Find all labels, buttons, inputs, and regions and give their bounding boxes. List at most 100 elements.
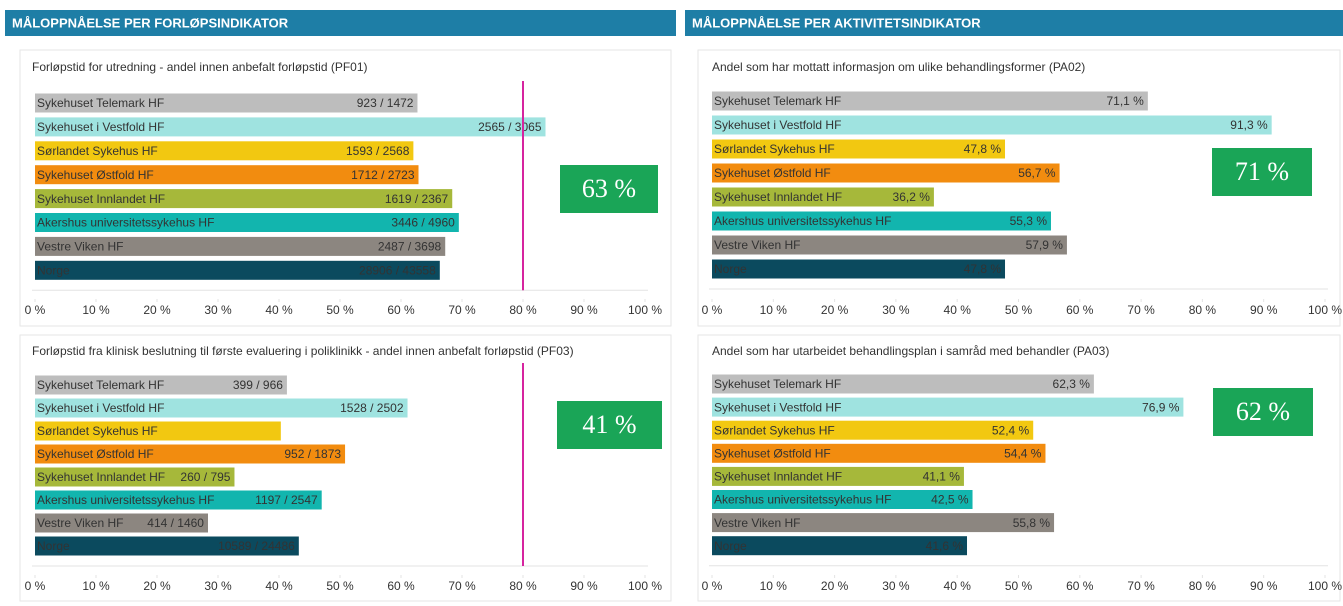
x-tick-label: 40 % xyxy=(265,579,293,593)
data-label: 57,9 % xyxy=(1026,238,1064,252)
data-label: 1712 / 2723 xyxy=(351,168,415,182)
data-label: 76,9 % xyxy=(1142,400,1180,414)
bar xyxy=(35,236,446,256)
x-tick-label: 60 % xyxy=(387,303,415,317)
x-tick-label: 100 % xyxy=(1308,303,1342,317)
x-tick-label: 60 % xyxy=(1066,303,1094,317)
category-label: Norge xyxy=(714,262,747,276)
section-header xyxy=(5,10,676,36)
category-label: Akershus universitetssykehus HF xyxy=(714,493,891,507)
data-label: 923 / 1472 xyxy=(357,96,414,110)
chart-title: Andel som har utarbeidet behandlingsplan… xyxy=(712,344,1109,358)
category-label: Akershus universitetssykehus HF xyxy=(37,493,214,507)
data-label: 41,6 % xyxy=(926,539,964,553)
kpi-value: 63 % xyxy=(582,174,636,203)
x-tick-label: 80 % xyxy=(1189,303,1217,317)
category-label: Sykehuset Innlandet HF xyxy=(37,192,165,206)
category-label: Norge xyxy=(37,263,70,277)
data-label: 1593 / 2568 xyxy=(346,144,410,158)
category-label: Sykehuset Østfold HF xyxy=(37,447,154,461)
bar xyxy=(35,398,408,418)
chart-title: Forløpstid fra klinisk beslutning til fø… xyxy=(32,344,574,358)
kpi-value: 71 % xyxy=(1235,157,1289,186)
data-label: 42,5 % xyxy=(931,493,969,507)
x-tick-label: 20 % xyxy=(143,303,171,317)
section-title: MÅLOPPNÅELSE PER AKTIVITETSINDIKATOR xyxy=(692,15,981,30)
x-tick-label: 90 % xyxy=(570,303,598,317)
x-tick-label: 30 % xyxy=(882,303,910,317)
bar xyxy=(35,467,235,487)
x-tick-label: 80 % xyxy=(1189,579,1217,593)
bar xyxy=(35,213,459,232)
kpi-box xyxy=(1213,388,1313,436)
category-label: Sørlandet Sykehus HF xyxy=(714,423,835,437)
category-label: Sykehuset Østfold HF xyxy=(714,446,831,460)
data-label: 1528 / 2502 xyxy=(340,401,404,415)
data-label: 71,1 % xyxy=(1106,94,1144,108)
bar xyxy=(35,536,299,556)
bar xyxy=(35,189,453,209)
data-label: 10589 / 24486 xyxy=(218,539,295,553)
x-tick-label: 80 % xyxy=(509,303,537,317)
bar xyxy=(712,490,973,509)
data-label: 62,3 % xyxy=(1053,377,1091,391)
bar xyxy=(712,466,964,486)
category-label: Sykehuset i Vestfold HF xyxy=(714,400,841,414)
x-tick-label: 20 % xyxy=(143,579,171,593)
bar xyxy=(712,235,1067,255)
data-label: 2565 / 3065 xyxy=(478,120,542,134)
x-tick-label: 10 % xyxy=(760,303,788,317)
bar xyxy=(35,260,440,280)
bar xyxy=(35,490,322,510)
category-label: Sykehuset Østfold HF xyxy=(37,168,154,182)
x-tick-label: 50 % xyxy=(1005,579,1033,593)
x-tick-label: 10 % xyxy=(82,579,110,593)
category-label: Sykehuset Innlandet HF xyxy=(714,190,842,204)
bar xyxy=(35,141,414,161)
section-title: MÅLOPPNÅELSE PER FORLØPSINDIKATOR xyxy=(12,15,289,30)
x-tick-label: 70 % xyxy=(1127,579,1155,593)
category-label: Sykehuset Telemark HF xyxy=(37,96,164,110)
x-tick-label: 50 % xyxy=(326,579,354,593)
data-label: 91,3 % xyxy=(1230,118,1268,132)
bar xyxy=(712,91,1148,111)
data-label: 52,4 % xyxy=(992,423,1030,437)
x-tick-label: 100 % xyxy=(628,303,662,317)
data-label: 55,3 % xyxy=(1010,214,1048,228)
kpi-value: 41 % xyxy=(582,410,636,439)
category-label: Sykehuset Telemark HF xyxy=(37,378,164,392)
bar xyxy=(712,420,1034,440)
x-tick-label: 40 % xyxy=(265,303,293,317)
category-label: Sørlandet Sykehus HF xyxy=(37,424,158,438)
data-label: 3446 / 4960 xyxy=(391,216,455,230)
chart-title: Andel som har mottatt informasjon om uli… xyxy=(712,60,1085,74)
category-label: Sykehuset Telemark HF xyxy=(714,377,841,391)
x-tick-label: 70 % xyxy=(1127,303,1155,317)
category-label: Sykehuset i Vestfold HF xyxy=(714,118,841,132)
category-label: Vestre Viken HF xyxy=(714,516,800,530)
category-label: Sørlandet Sykehus HF xyxy=(37,144,158,158)
bar xyxy=(35,375,287,395)
x-tick-label: 50 % xyxy=(326,303,354,317)
kpi-box xyxy=(557,401,662,449)
bar xyxy=(712,397,1184,417)
x-tick-label: 100 % xyxy=(628,579,662,593)
category-label: Vestre Viken HF xyxy=(37,240,123,254)
data-label: 55,8 % xyxy=(1013,516,1051,530)
category-label: Norge xyxy=(37,539,70,553)
bar xyxy=(35,421,281,441)
x-tick-label: 10 % xyxy=(760,579,788,593)
category-label: Sykehuset i Vestfold HF xyxy=(37,401,164,415)
category-label: Akershus universitetssykehus HF xyxy=(714,214,891,228)
x-tick-label: 30 % xyxy=(204,303,232,317)
data-label: 36,2 % xyxy=(893,190,931,204)
category-label: Sykehuset Telemark HF xyxy=(714,94,841,108)
data-label: 260 / 795 xyxy=(180,470,230,484)
kpi-box xyxy=(1212,148,1312,196)
data-label: 47,8 % xyxy=(964,142,1002,156)
x-tick-label: 80 % xyxy=(509,579,537,593)
x-tick-label: 10 % xyxy=(82,303,110,317)
bar xyxy=(712,211,1051,231)
category-label: Vestre Viken HF xyxy=(37,516,123,530)
